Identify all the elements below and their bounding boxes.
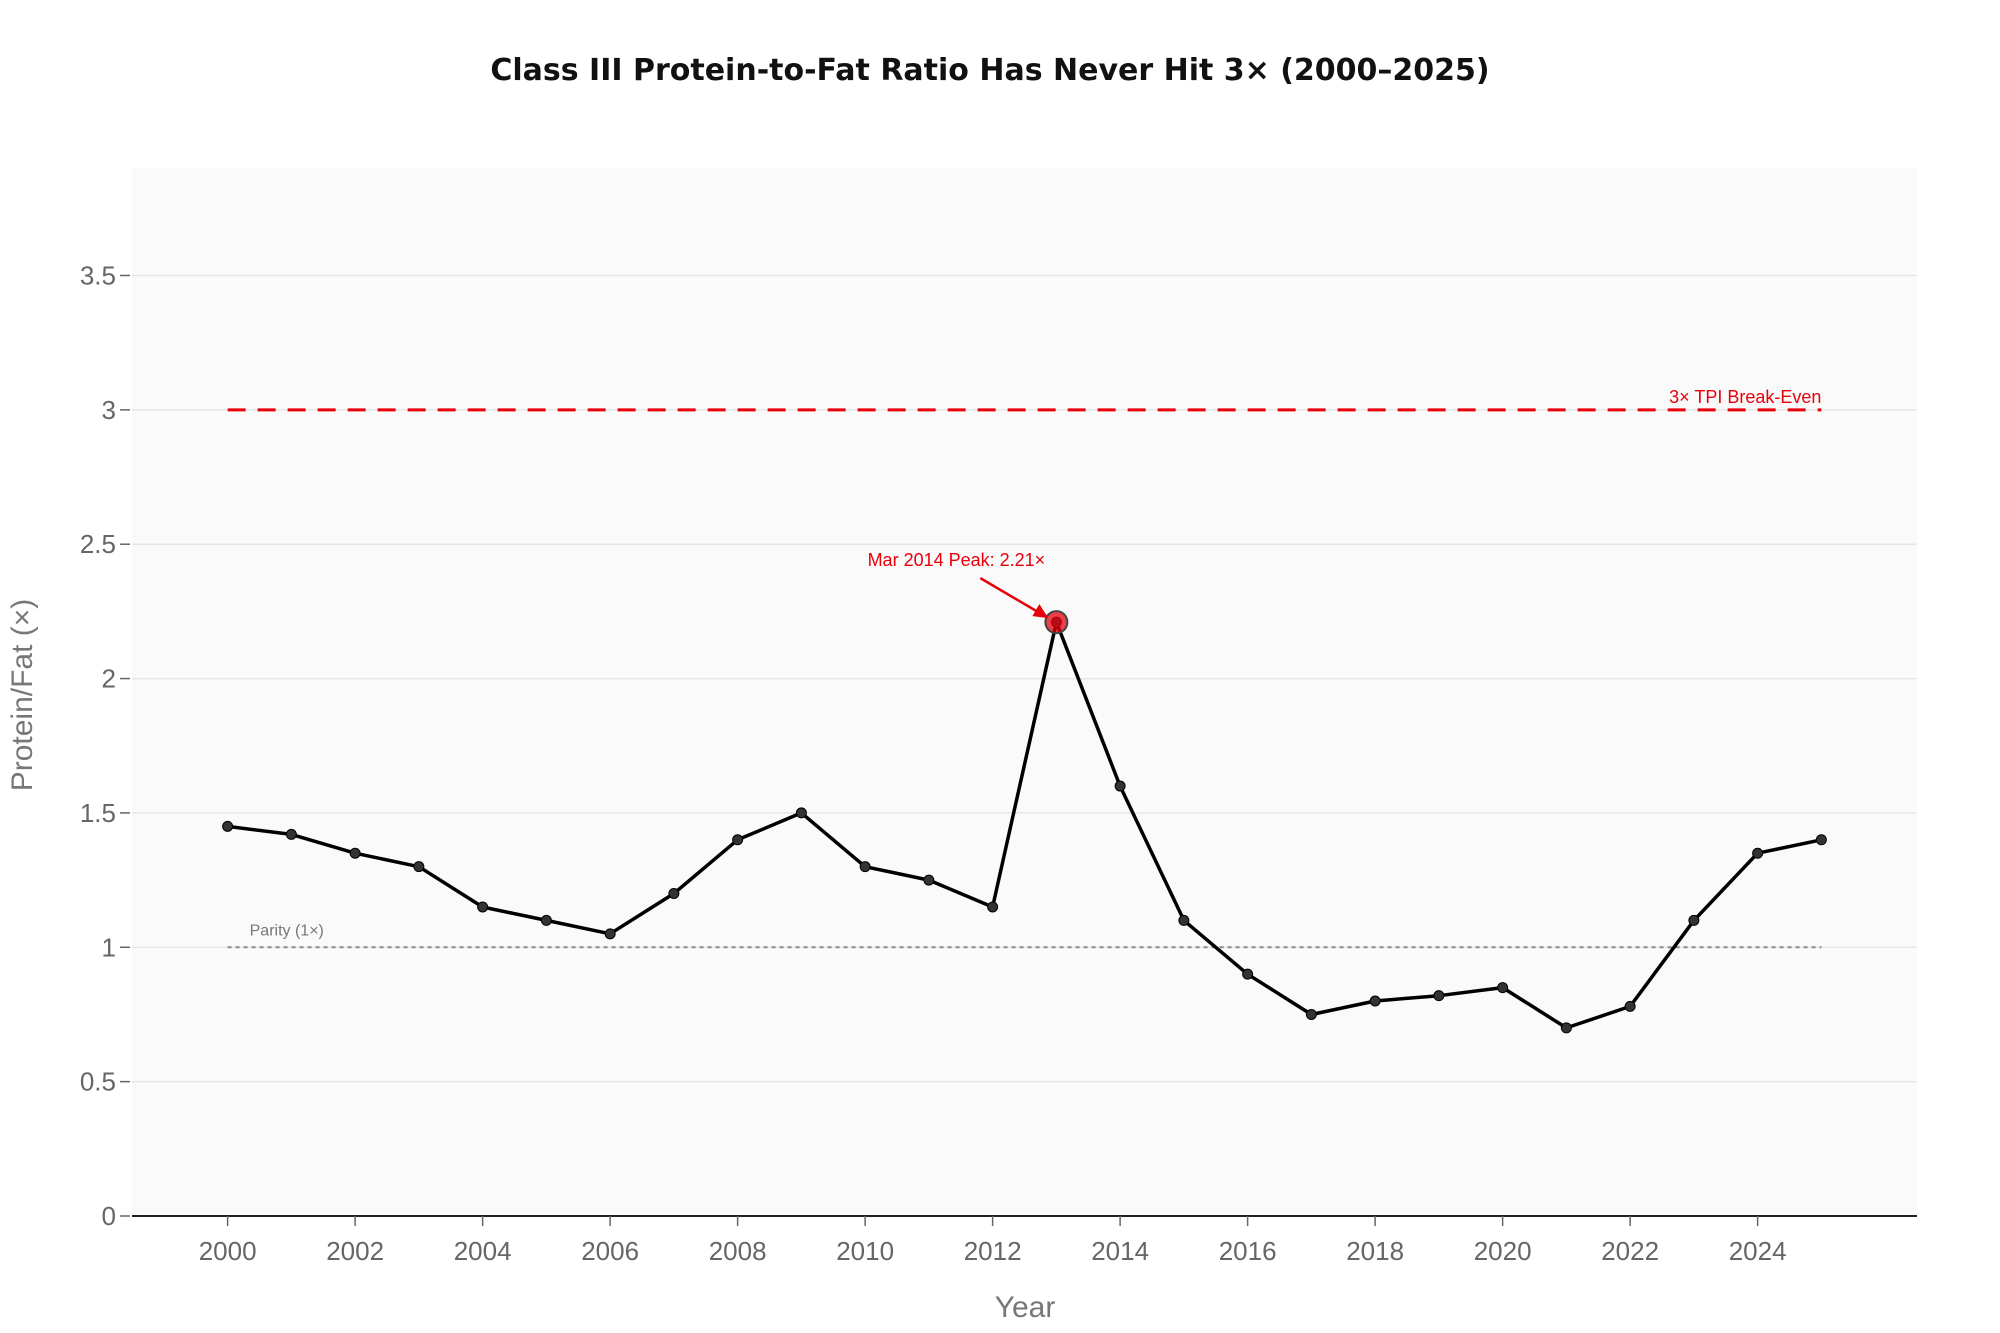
annotations: Mar 2014 Peak: 2.21× [868,550,1069,635]
x-tick-label: 2014 [1091,1236,1149,1266]
data-point[interactable] [668,888,680,900]
chart-title: Class III Protein-to-Fat Ratio Has Never… [490,53,1489,88]
break-even-label: 3× TPI Break-Even [1669,387,1821,407]
plot-area [132,168,1917,1216]
data-point[interactable] [1242,968,1254,980]
data-point[interactable] [859,861,871,873]
x-tick-label: 2020 [1474,1236,1532,1266]
x-tick-label: 2010 [836,1236,894,1266]
data-point[interactable] [349,847,361,859]
x-axis-title: Year [995,1291,1056,1324]
data-point[interactable] [987,901,999,913]
data-point[interactable] [1688,914,1700,926]
y-tick-label: 1 [102,932,116,962]
data-point[interactable] [1369,995,1381,1007]
y-tick-label: 1.5 [80,798,116,828]
data-point[interactable] [222,820,234,832]
data-point[interactable] [1178,914,1190,926]
data-point[interactable] [540,914,552,926]
data-point[interactable] [1305,1008,1317,1020]
x-tick-label: 2016 [1219,1236,1277,1266]
data-point[interactable] [1624,1000,1636,1012]
y-tick-label: 2.5 [80,529,116,559]
data-point[interactable] [1497,982,1509,994]
x-tick-label: 2022 [1601,1236,1659,1266]
y-tick-label: 0.5 [80,1067,116,1097]
data-point[interactable] [1433,990,1445,1002]
y-axis-title: Protein/Fat (×) [6,599,39,792]
x-tick-label: 2012 [964,1236,1022,1266]
x-tick-label: 2024 [1729,1236,1787,1266]
peak-arrowhead [1032,604,1049,619]
peak-marker[interactable] [1044,610,1069,635]
x-axis-ticks: 2000 2002 2004 2006 2008 2010 2012 2014 2016 2018… [199,1216,1787,1266]
x-tick-label: 2006 [581,1236,639,1266]
data-point[interactable] [923,874,935,886]
y-tick-label: 3.5 [80,260,116,290]
data-point[interactable] [1114,780,1126,792]
data-point[interactable] [1560,1022,1572,1034]
y-tick-label: 0 [102,1201,116,1231]
x-tick-label: 2004 [454,1236,512,1266]
data-point[interactable] [604,928,616,940]
data-point[interactable] [413,861,425,873]
x-tick-label: 2002 [326,1236,384,1266]
data-point[interactable] [477,901,489,913]
data-point[interactable] [1752,847,1764,859]
data-point[interactable] [732,834,744,846]
x-tick-label: 2018 [1346,1236,1404,1266]
y-tick-label: 3 [102,395,116,425]
parity-label: Parity (1×) [250,922,324,939]
x-tick-label: 2000 [199,1236,257,1266]
reference-lines: 3× TPI Break-Even Parity (1×) [227,387,1822,949]
series-line [227,620,1822,1030]
y-axis-ticks: 0 0.5 1 1.5 2 2.5 3 3.5 [80,260,130,1231]
data-point[interactable] [285,828,297,840]
x-tick-label: 2008 [709,1236,767,1266]
data-point[interactable] [795,807,807,819]
data-point[interactable] [1815,834,1827,846]
y-tick-label: 2 [102,664,116,694]
peak-arrow-line [979,577,1045,617]
peak-annotation-label: Mar 2014 Peak: 2.21× [868,550,1046,570]
